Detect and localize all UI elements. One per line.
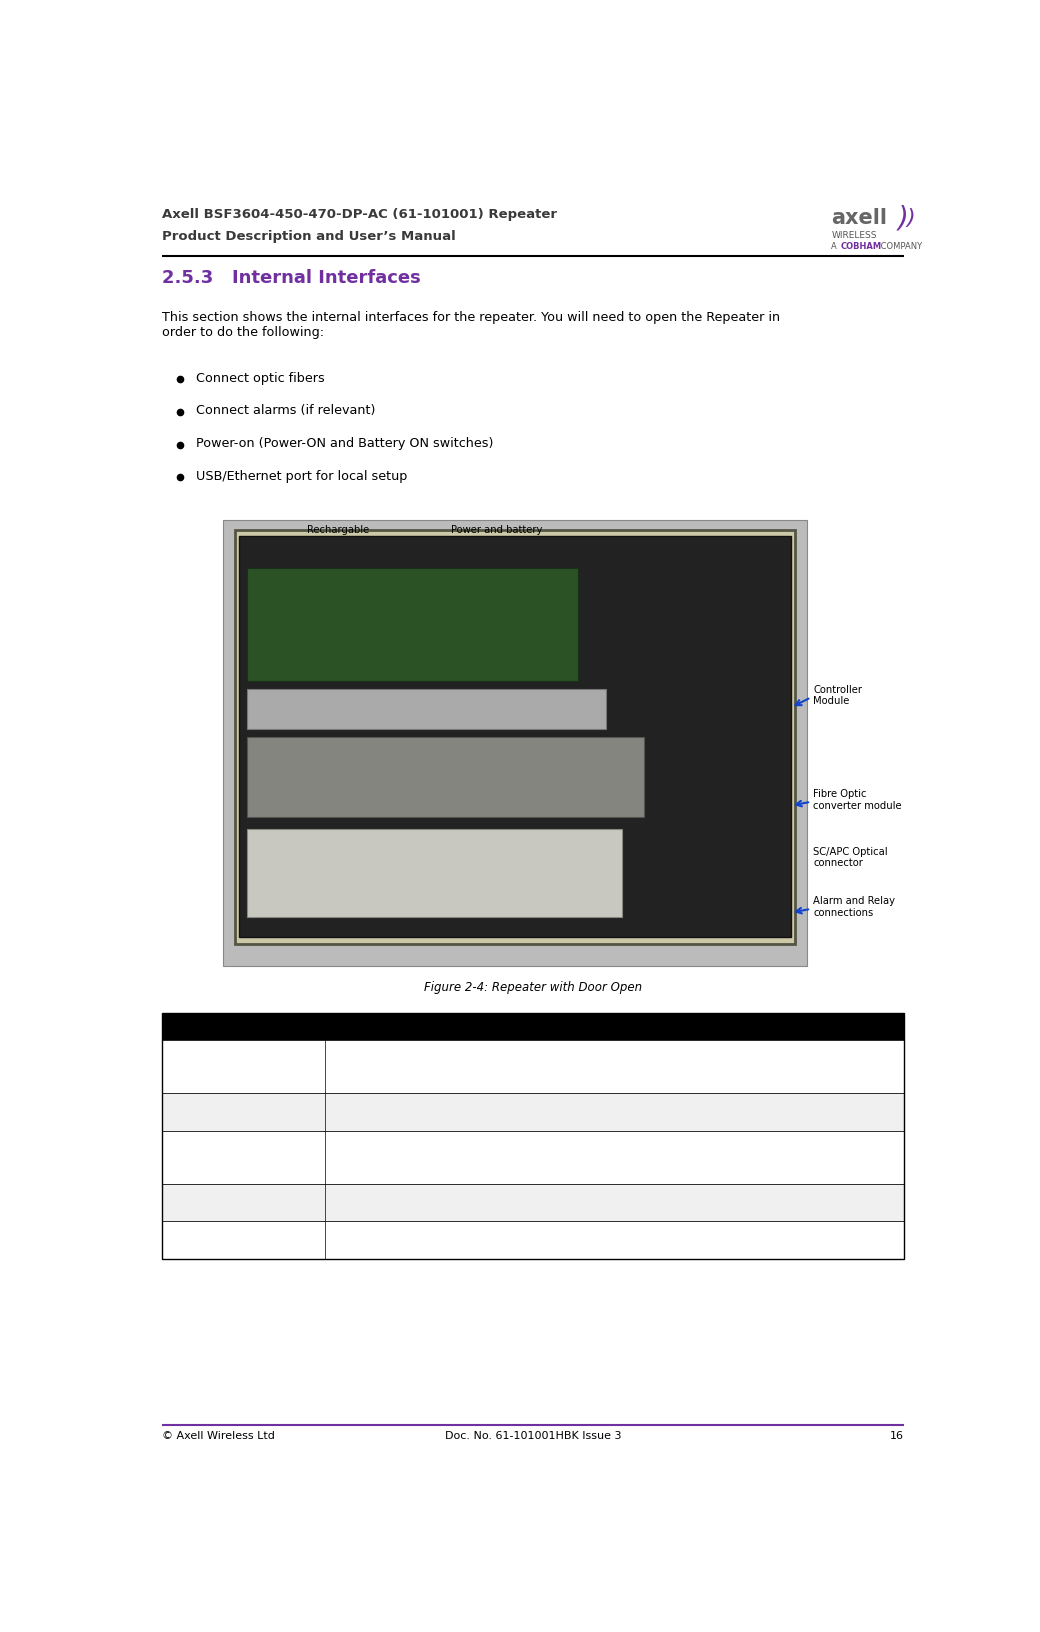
Bar [162, 1012, 904, 1258]
Text: This section shows the internal interfaces for the repeater. You will need to op: This section shows the internal interfac… [162, 312, 780, 339]
Bar [162, 1012, 904, 1040]
Text: Connect alarms (if relevant): Connect alarms (if relevant) [197, 405, 375, 418]
Text: COBHAM: COBHAM [841, 242, 882, 251]
Text: 16: 16 [890, 1431, 904, 1441]
Bar [235, 530, 795, 943]
Text: ): ) [906, 209, 915, 228]
Bar [246, 829, 622, 917]
Text: COMPANY: COMPANY [878, 242, 922, 251]
Text: Rechargable
Backup Battery: Rechargable Backup Battery [300, 526, 376, 547]
Text: Axell BSF3604-450-470-DP-AC (61-101001) Repeater: Axell BSF3604-450-470-DP-AC (61-101001) … [162, 209, 557, 222]
Text: Controller
Module: Controller Module [813, 685, 862, 707]
Text: A: A [831, 242, 839, 251]
Text: Provides RS232 ,USB and Ethernet ports for local and remote control and
reportin: Provides RS232 ,USB and Ethernet ports f… [331, 1146, 748, 1169]
Bar [246, 568, 578, 681]
Text: Product Description and User’s Manual: Product Description and User’s Manual [162, 230, 456, 243]
Text: Figure 2-4: Repeater with Door Open: Figure 2-4: Repeater with Door Open [424, 981, 642, 994]
Bar [162, 1040, 904, 1093]
Text: USB/Ethernet port for local setup: USB/Ethernet port for local setup [197, 470, 408, 483]
Text: Fibre Optic
converter module: Fibre Optic converter module [813, 790, 902, 811]
Text: SC/APC Optical
connector: SC/APC Optical connector [813, 847, 888, 868]
Text: axell: axell [831, 209, 887, 228]
Bar [162, 1221, 904, 1258]
Text: Power-on (Power-ON and Battery ON switches): Power-on (Power-ON and Battery ON switch… [197, 437, 493, 450]
Bar [239, 537, 790, 937]
Bar [246, 689, 605, 730]
Bar [162, 1183, 904, 1221]
Text: Alarm and Relay
connections: Alarm and Relay connections [813, 896, 895, 917]
Text: ): ) [898, 204, 908, 233]
Text: The fiber optic transceiver module. See section 7.4.2.: The fiber optic transceiver module. See … [331, 1198, 636, 1208]
Bar [162, 1093, 904, 1131]
Text: Power and battery
Switches: Power and battery Switches [167, 1102, 271, 1123]
Text: Description: Description [331, 1020, 410, 1033]
Text: © Axell Wireless Ltd: © Axell Wireless Ltd [162, 1431, 276, 1441]
Bar [162, 1131, 904, 1183]
Text: Power and battery
Switches: Power and battery Switches [451, 526, 543, 547]
Text: Doc. No. 61-101001HBK Issue 3: Doc. No. 61-101001HBK Issue 3 [445, 1431, 621, 1441]
Text: Separate switches for PSU module and Backup Battery. See section 4.7.3.: Separate switches for PSU module and Bac… [331, 1106, 750, 1116]
Text: Feature: Feature [167, 1020, 222, 1033]
Bar [246, 736, 645, 818]
Text: Alarm and Relay
Connections: Alarm and Relay Connections [167, 1229, 260, 1250]
Text: The external alarm interface card. See Section 4.6.: The external alarm interface card. See S… [331, 1235, 621, 1245]
Text: Controller Module: Controller Module [167, 1152, 268, 1162]
Text: Rechargeable
Backup Battery: Rechargeable Backup Battery [167, 1056, 255, 1077]
Text: provides the Control Module and modem with enough capacity to send an
alarm in c: provides the Control Module and modem wi… [331, 1056, 754, 1077]
Text: 2.5.3   Internal Interfaces: 2.5.3 Internal Interfaces [162, 269, 421, 287]
Bar [223, 521, 807, 966]
Text: Connect optic fibers: Connect optic fibers [197, 372, 324, 385]
Text: WIRELESS: WIRELESS [831, 232, 877, 240]
Text: Fiber Optic Converter
module: Fiber Optic Converter module [167, 1191, 289, 1213]
